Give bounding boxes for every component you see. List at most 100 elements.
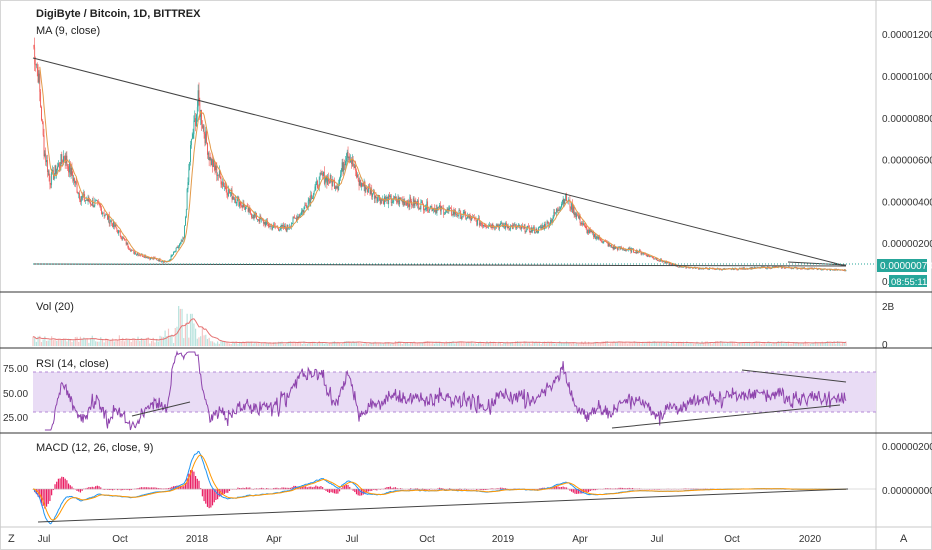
candle-body (581, 222, 583, 225)
rsi-legend[interactable]: RSI (14, close) (36, 358, 109, 370)
rsi-trendline-1[interactable] (131, 401, 191, 417)
volume-bar (838, 341, 840, 346)
countdown-value: 08:55:11 (891, 277, 927, 288)
volume-bar (720, 341, 722, 346)
volume-bar (711, 343, 713, 346)
volume-bar (147, 337, 149, 346)
macd-hist-bar (440, 488, 442, 490)
macd-hist-bar (311, 487, 314, 490)
macd-hist-bar (179, 485, 181, 490)
macd-legend[interactable]: MACD (12, 26, close, 9) (36, 442, 153, 454)
candle-body (101, 208, 102, 215)
candle-body (434, 208, 436, 212)
candle-body (113, 221, 115, 227)
price-axis[interactable]: 0.00001200 0.00001000 0.00000800 0.00000600… (882, 30, 932, 250)
candle-body (258, 219, 260, 222)
candle-body (91, 204, 92, 206)
candle-body (253, 213, 255, 219)
macd-hist-bar (337, 489, 339, 494)
macd-hist-bar (345, 484, 347, 490)
volume-bar (765, 343, 767, 346)
macd-hist-bar (140, 487, 142, 490)
candle-body (85, 200, 86, 202)
candle-body (708, 269, 710, 271)
candle-body (839, 270, 841, 271)
volume-bar (769, 342, 771, 346)
price-descending-trendline[interactable] (32, 57, 847, 267)
candle-body (609, 243, 611, 246)
volume-bar (460, 342, 463, 346)
rsi-support-trendline[interactable] (611, 404, 841, 429)
candle-body (482, 224, 484, 227)
candle-body (223, 186, 225, 187)
volume-bar (183, 338, 185, 346)
candle-body (51, 171, 53, 185)
candle-body (449, 207, 451, 210)
volume-bar (171, 334, 173, 346)
volume-bar (178, 306, 180, 346)
volume-bar (681, 342, 683, 346)
ma-legend[interactable]: MA (9, close) (36, 25, 100, 37)
time-axis[interactable]: Jul Oct 2018 Apr Jul Oct 2019 Apr Jul Oct 2020 (38, 534, 822, 545)
macd-trendline[interactable] (37, 488, 849, 523)
rsi-tick-75: 75.00 (3, 364, 28, 375)
macd-hist-bar (589, 489, 591, 492)
candle-body (681, 266, 683, 268)
vol-legend[interactable]: Vol (20) (36, 301, 74, 313)
volume-bar (242, 341, 244, 346)
candle-body (97, 201, 99, 203)
candle-body (75, 180, 77, 185)
candle-body (584, 224, 586, 227)
candle-body (163, 260, 165, 263)
macd-hist-bar (79, 489, 82, 493)
candle-body (203, 125, 205, 134)
volume-bar (564, 343, 566, 346)
volume-bar (369, 342, 371, 346)
countdown-badge (889, 275, 927, 287)
trendline-drawings[interactable] (32, 57, 849, 523)
volume-bar (235, 341, 237, 346)
candle-body (632, 248, 633, 250)
volume-bar (559, 341, 561, 346)
candle-body (58, 163, 60, 168)
candle-body (173, 252, 174, 255)
macd-hist-bar (594, 489, 596, 491)
candle-body (112, 223, 114, 228)
timezone-button[interactable]: Z (8, 533, 15, 545)
macd-hist-bar (476, 489, 478, 491)
candle-body (228, 189, 230, 196)
price-candles[interactable] (33, 37, 847, 272)
candle-body (804, 268, 806, 270)
volume-bar (218, 343, 220, 346)
candle-body (275, 226, 277, 228)
candle-body (649, 256, 651, 257)
macd-hist-bar (37, 489, 39, 497)
macd-hist-bar (167, 488, 170, 490)
macd-hist-bar (384, 487, 386, 490)
candle-body (412, 198, 414, 206)
volume-bar (376, 342, 378, 346)
candle-body (415, 201, 417, 203)
candle-body (99, 204, 101, 207)
volume-bar (591, 343, 593, 346)
volume-bar (193, 323, 195, 346)
volume-bar (819, 342, 822, 346)
macd-hist-bar (125, 489, 127, 490)
rsi-resistance-trendline[interactable] (741, 369, 847, 383)
candle-body (672, 263, 674, 265)
candle-body (147, 257, 149, 259)
macd-hist-bar (576, 489, 578, 494)
macd-hist-bar (142, 487, 144, 490)
candle-body (423, 210, 425, 211)
volume-bar (650, 343, 652, 346)
candle-body (282, 225, 284, 227)
volume-bar (254, 342, 256, 346)
candle-body (563, 199, 565, 204)
candle-body (406, 202, 407, 206)
macd-hist-bar (149, 487, 151, 490)
auto-scale-button[interactable]: A (900, 533, 908, 545)
candle-body (359, 179, 361, 186)
volume-bar (708, 342, 710, 346)
price-support-line[interactable] (32, 263, 847, 267)
volume-bar (721, 342, 723, 346)
